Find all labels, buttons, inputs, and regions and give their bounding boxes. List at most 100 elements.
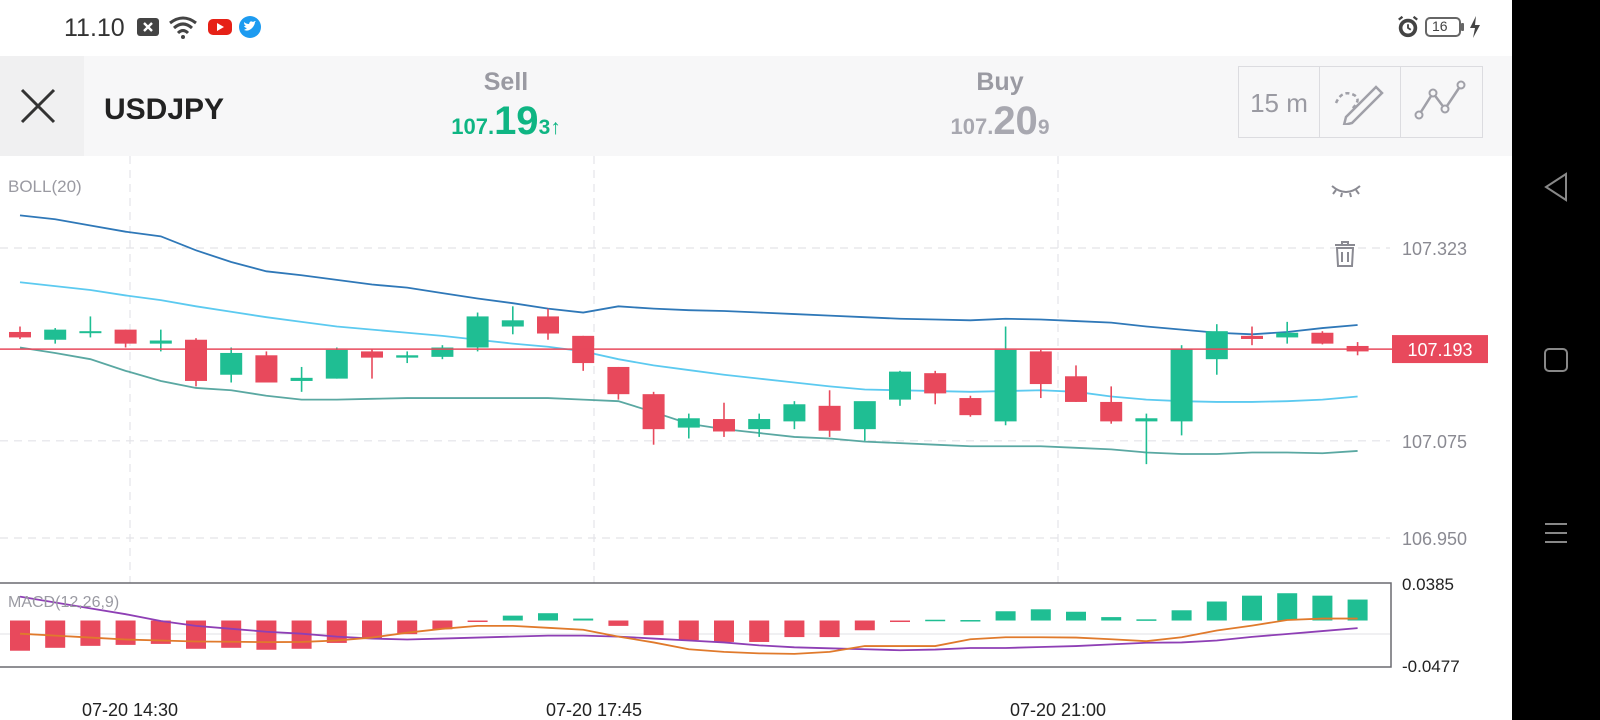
candle: [1100, 386, 1123, 424]
candle-body: [501, 320, 524, 327]
candle: [185, 338, 207, 387]
status-bar: 11.10 16: [0, 0, 1512, 56]
buy-price: 107.209: [950, 99, 1050, 143]
macd-bar: [10, 620, 30, 651]
candle-body: [1029, 351, 1052, 385]
buy-button[interactable]: Buy 107.209: [900, 68, 1100, 144]
x-tick-label: 07-20 17:45: [546, 700, 642, 720]
candle: [1241, 326, 1263, 346]
candle: [607, 366, 630, 400]
candle: [572, 335, 595, 371]
candle: [853, 401, 876, 441]
macd-bar: [432, 620, 453, 630]
macd-bar: [1171, 610, 1192, 621]
candle-body: [959, 398, 982, 416]
candle: [642, 391, 665, 445]
macd-bar: [819, 620, 840, 638]
candle-body: [396, 355, 419, 358]
hide-indicator-button[interactable]: [1331, 185, 1361, 198]
candle: [748, 413, 771, 437]
back-icon[interactable]: [1542, 172, 1570, 202]
macd-signal-line: [19, 595, 1358, 652]
macd-bar: [1312, 595, 1333, 621]
interval-selector[interactable]: 15 m: [1239, 67, 1320, 137]
pencil-icon: [1334, 85, 1384, 125]
candle: [44, 328, 67, 344]
macd-axis-min: -0.0477: [1402, 657, 1460, 676]
candle: [9, 326, 31, 339]
candle: [325, 347, 348, 379]
delete-indicator-button[interactable]: [1335, 241, 1355, 267]
macd-bar: [362, 620, 382, 639]
price-chart[interactable]: 107.193 107.323 107.075 106.950 BOLL(20) M…: [0, 156, 1512, 720]
macd-bar: [1030, 609, 1051, 621]
candle-body: [889, 371, 911, 400]
candle-body: [818, 405, 841, 431]
chart-grid: [0, 156, 1390, 583]
candle-body: [431, 347, 454, 357]
macd-bar: [1347, 599, 1368, 621]
trash-icon: [1335, 241, 1355, 267]
macd-bar: [115, 620, 136, 645]
candle-body: [1205, 331, 1228, 360]
sell-button[interactable]: Sell 107.193↑: [406, 68, 606, 144]
battery-level: 16: [1432, 18, 1448, 34]
macd-line: [19, 617, 1358, 655]
macd-bar: [784, 620, 805, 638]
charging-icon: [1470, 16, 1480, 38]
instrument-symbol: USDJPY: [104, 93, 225, 126]
candle: [466, 312, 489, 352]
home-icon[interactable]: [1543, 347, 1569, 373]
indicators-button[interactable]: [1401, 67, 1481, 137]
candle-body: [1100, 401, 1123, 422]
x-tick-label: 07-20 14:30: [82, 700, 178, 720]
menu-icon[interactable]: [1543, 520, 1569, 546]
candle: [79, 316, 102, 338]
candle-body: [114, 329, 137, 344]
close-button[interactable]: [0, 56, 84, 156]
candle-body: [290, 377, 313, 381]
candle: [1135, 413, 1158, 465]
candle: [924, 370, 947, 405]
candle-body: [1311, 332, 1334, 344]
macd-bar: [221, 620, 242, 648]
macd-bar: [714, 620, 734, 642]
candle-body: [713, 419, 735, 432]
macd-panel: MACD(12,26,9) 0.0385 -0.0477: [0, 575, 1460, 676]
candle: [713, 402, 735, 437]
sell-label: Sell: [483, 68, 529, 96]
eye-closed-icon: [1331, 185, 1361, 198]
macd-indicator-label[interactable]: MACD(12,26,9): [8, 594, 119, 611]
macd-bar: [925, 619, 946, 622]
candle: [889, 370, 911, 406]
alarm-icon: [1398, 15, 1418, 38]
status-time: 11.10: [64, 14, 125, 42]
candle-body: [607, 366, 630, 395]
macd-bar: [643, 620, 664, 636]
close-icon: [20, 88, 56, 124]
macd-bar: [608, 620, 629, 626]
buy-label: Buy: [976, 68, 1024, 96]
candle: [1065, 365, 1087, 402]
macd-bar: [854, 620, 875, 631]
candle: [431, 345, 454, 360]
x-tick-label: 07-20 21:00: [1010, 700, 1106, 720]
y-tick-label: 106.950: [1402, 529, 1467, 549]
candle: [818, 390, 841, 437]
candle: [290, 366, 313, 392]
candle: [396, 351, 419, 364]
macd-bar: [995, 611, 1016, 621]
draw-tool-button[interactable]: [1320, 67, 1401, 137]
macd-bar: [1277, 593, 1298, 621]
macd-bar: [1066, 611, 1086, 621]
y-tick-label: 107.323: [1402, 239, 1467, 259]
line-chart-icon: [1414, 80, 1466, 120]
macd-lines: [19, 595, 1358, 655]
candle-body: [466, 316, 489, 348]
candle-body: [1241, 335, 1263, 339]
boll-indicator-label[interactable]: BOLL(20): [8, 177, 82, 196]
candle-body: [149, 340, 172, 344]
macd-bar: [467, 620, 488, 623]
current-price-label: 107.193: [1407, 340, 1472, 360]
macd-bar: [80, 620, 101, 646]
